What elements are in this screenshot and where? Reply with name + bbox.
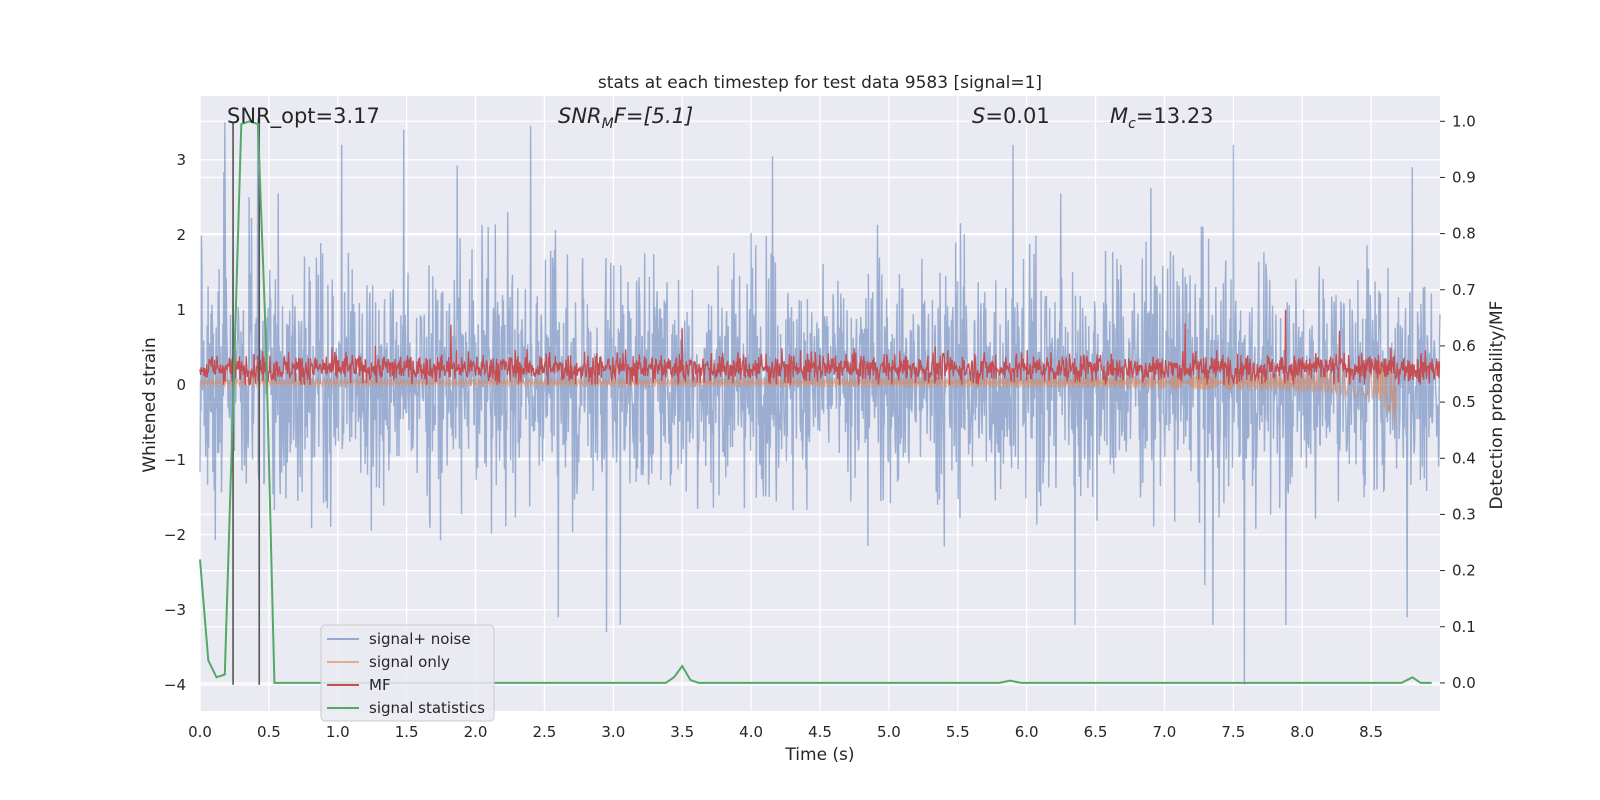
annotation-snr-opt: SNR_opt=3.17 xyxy=(227,104,380,129)
y-right-tick-label: 0.0 xyxy=(1452,674,1476,692)
x-tick-label: 3.5 xyxy=(670,723,694,741)
x-tick-label: 6.0 xyxy=(1015,723,1039,741)
y-right-axis-label: Detection probability/MF xyxy=(1487,301,1507,510)
y-right-tick-labels: 0.0 0.1 0.2 0.3 0.4 0.5 0.6 0.7 0.8 0.9 1.0 xyxy=(1440,112,1476,692)
x-tick-label: 1.5 xyxy=(395,723,419,741)
y-left-tick-label: 2 xyxy=(176,226,186,244)
y-left-tick-label: 3 xyxy=(176,151,186,169)
x-tick-label: 4.5 xyxy=(808,723,832,741)
legend-label-signal-statistics: signal statistics xyxy=(369,699,485,717)
y-left-tick-label: −4 xyxy=(164,676,186,694)
series-signal-only-line xyxy=(199,348,1397,423)
legend-label-mf: MF xyxy=(369,676,391,694)
x-tick-label: 6.5 xyxy=(1084,723,1108,741)
x-tick-label: 2.0 xyxy=(464,723,488,741)
x-tick-labels: 0.0 0.5 1.0 1.5 2.0 2.5 3.0 3.5 4.0 4.5 5.0 5.5 6.0 6… xyxy=(188,723,1383,741)
x-tick-label: 8.5 xyxy=(1359,723,1383,741)
y-right-tick-label: 1.0 xyxy=(1452,112,1476,130)
x-tick-label: 4.0 xyxy=(739,723,763,741)
x-tick-label: 3.0 xyxy=(601,723,625,741)
legend-label-signal-only: signal only xyxy=(369,653,450,671)
annotation-mc: Mc=13.23 xyxy=(1110,104,1214,132)
y-left-tick-label: 1 xyxy=(176,301,186,319)
y-right-tick-label: 0.7 xyxy=(1452,281,1476,299)
y-right-tick-label: 0.6 xyxy=(1452,337,1476,355)
x-tick-label: 2.5 xyxy=(533,723,557,741)
legend-label-signal-noise: signal+ noise xyxy=(369,630,471,648)
x-tick-label: 7.0 xyxy=(1153,723,1177,741)
annotation-s: S=0.01 xyxy=(972,104,1050,128)
chart-title: stats at each timestep for test data 958… xyxy=(598,73,1042,93)
x-tick-label: 8.0 xyxy=(1290,723,1314,741)
series-signal-statistics-line xyxy=(199,120,1432,684)
y-right-tick-label: 0.1 xyxy=(1452,618,1476,636)
y-left-tick-label: −3 xyxy=(164,601,186,619)
legend-box xyxy=(320,624,495,722)
annotation-snr-mf: SNRMF=[5.1] xyxy=(558,104,693,132)
legend: signal+ noise signal only MF signal stat… xyxy=(320,624,495,722)
y-right-tick-label: 0.5 xyxy=(1452,393,1476,411)
x-axis-label: Time (s) xyxy=(784,745,854,765)
x-tick-label: 5.0 xyxy=(877,723,901,741)
series-signal-noise-line xyxy=(199,118,1441,685)
series-layer xyxy=(199,118,1441,685)
series-mf-line xyxy=(199,309,1441,386)
y-left-tick-label: −2 xyxy=(164,526,186,544)
y-left-tick-label: −1 xyxy=(164,451,186,469)
x-tick-label: 1.0 xyxy=(326,723,350,741)
y-right-tick-label: 0.8 xyxy=(1452,225,1476,243)
y-right-tick-label: 0.4 xyxy=(1452,449,1476,467)
y-right-tick-label: 0.3 xyxy=(1452,505,1476,523)
y-left-tick-labels: −4 −3 −2 −1 0 1 2 3 xyxy=(164,151,186,694)
x-tick-label: 5.5 xyxy=(946,723,970,741)
y-left-tick-label: 0 xyxy=(176,376,186,394)
y-right-tick-label: 0.9 xyxy=(1452,168,1476,186)
y-right-tick-label: 0.2 xyxy=(1452,562,1476,580)
x-tick-label: 7.5 xyxy=(1221,723,1245,741)
x-tick-label: 0.5 xyxy=(257,723,281,741)
y-left-axis-label: Whitened strain xyxy=(140,337,160,472)
x-tick-label: 0.0 xyxy=(188,723,212,741)
